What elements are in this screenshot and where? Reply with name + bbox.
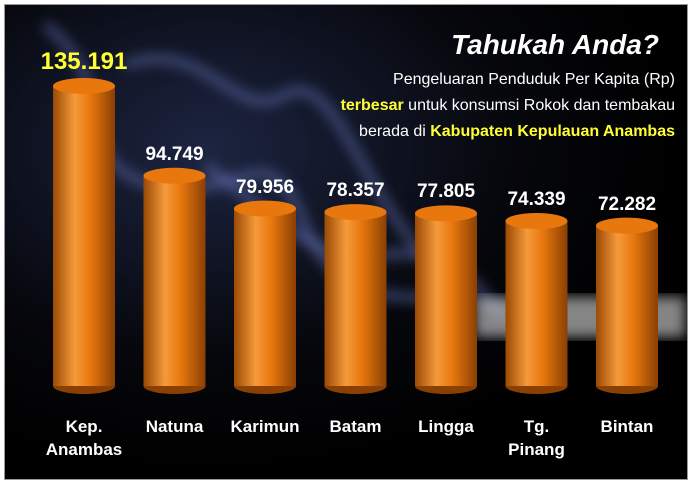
subtitle-text: berada di: [359, 123, 430, 140]
bar: [506, 221, 568, 386]
value-label: 135.191: [34, 48, 134, 76]
highlight-text: terbesar: [341, 97, 404, 114]
value-label: 74.339: [487, 189, 587, 211]
bar-top: [596, 218, 658, 234]
value-label: 94.749: [125, 144, 225, 166]
x-tick-label: Bintan: [584, 415, 670, 438]
bar: [596, 226, 658, 386]
value-label: 79.956: [215, 177, 315, 199]
bar-top: [506, 213, 568, 229]
bar-top: [325, 204, 387, 220]
bar: [325, 212, 387, 386]
bar-top: [53, 78, 115, 94]
subtitle-line: Pengeluaran Penduduk Per Kapita (Rp): [393, 71, 675, 89]
chart-title: Tahukah Anda?: [451, 29, 659, 61]
x-tick-label: Batam: [313, 415, 399, 438]
x-tick-label: Natuna: [132, 415, 218, 438]
subtitle-line: berada di Kabupaten Kepulauan Anambas: [359, 123, 675, 141]
bar-top: [415, 205, 477, 221]
x-tick-label: Karimun: [222, 415, 308, 438]
chart: Tahukah Anda? Pengeluaran Penduduk Per K…: [4, 4, 688, 480]
x-tick-label: Tg. Pinang: [494, 415, 580, 461]
x-tick-label: Lingga: [403, 415, 489, 438]
value-label: 78.357: [306, 180, 406, 202]
bar-top: [144, 168, 206, 184]
value-label: 77.805: [396, 181, 496, 203]
bar: [234, 209, 296, 386]
bar: [144, 176, 206, 386]
highlight-text: Kabupaten Kepulauan Anambas: [430, 123, 675, 140]
x-tick-label: Kep. Anambas: [41, 415, 127, 461]
bar: [53, 86, 115, 386]
bar-top: [234, 201, 296, 217]
subtitle-text: untuk konsumsi Rokok dan tembakau: [404, 97, 675, 114]
subtitle-line: terbesar untuk konsumsi Rokok dan tembak…: [341, 97, 675, 115]
bar: [415, 213, 477, 386]
value-label: 72.282: [577, 194, 677, 216]
